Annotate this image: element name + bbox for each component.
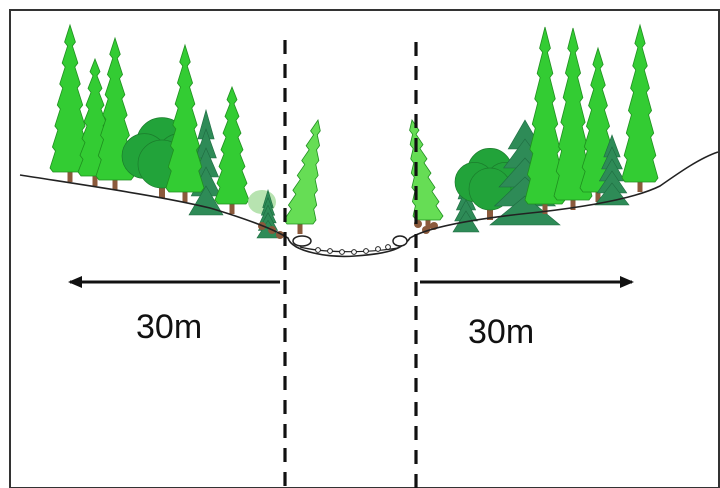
right-forest [409, 23, 659, 234]
conifer-tree [621, 23, 659, 192]
conifer-tree [214, 85, 250, 214]
left-forest [49, 23, 321, 239]
conifer-tree [553, 27, 593, 210]
conifer-tree [524, 26, 566, 214]
left-distance-label: 30m [136, 308, 202, 346]
conifer-tree [49, 23, 91, 182]
right-distance-label: 30m [468, 313, 534, 351]
conifer-tree [165, 43, 205, 202]
ground-profile-line [19, 151, 719, 258]
conifer-tree [283, 119, 321, 234]
conifer-tree [409, 119, 444, 230]
conifer-tree [95, 36, 135, 190]
stream-stones-icon [292, 235, 408, 255]
